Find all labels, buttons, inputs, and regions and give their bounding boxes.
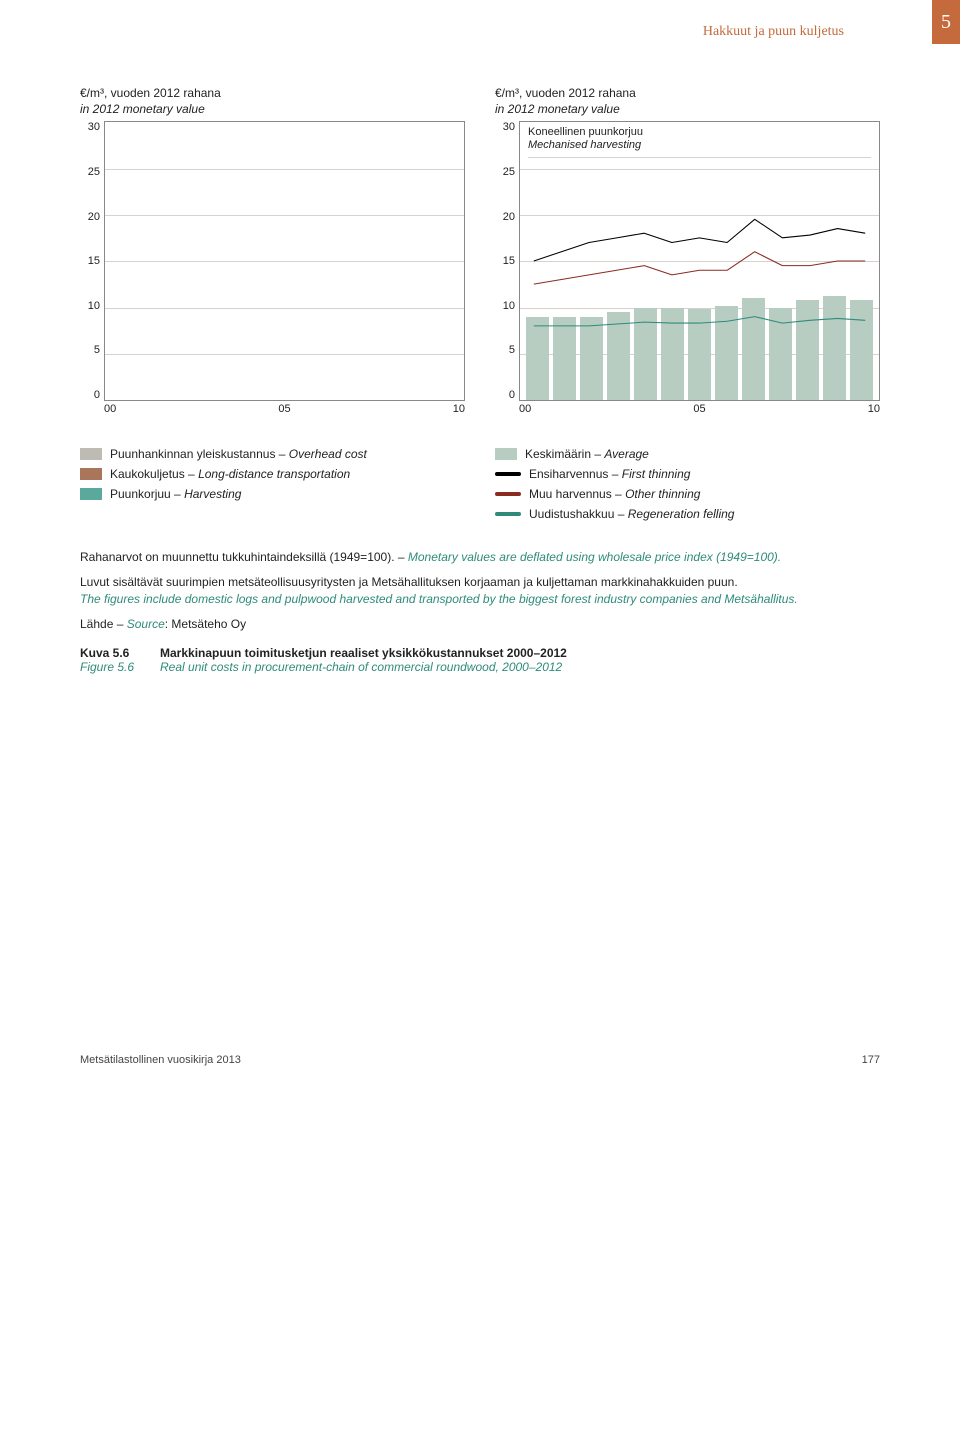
legend-label: Puunhankinnan yleiskustannus – Overhead … <box>110 445 367 463</box>
legend-label: Ensiharvennus – First thinning <box>529 465 690 483</box>
left-chart-x-axis: 00 05 10 <box>104 403 465 415</box>
x-tick-label: 10 <box>453 403 465 415</box>
right-chart-title: €/m³, vuoden 2012 rahana in 2012 monetar… <box>495 86 880 117</box>
y-tick-label: 10 <box>88 300 104 312</box>
legend-line <box>495 472 521 476</box>
y-tick-label: 10 <box>503 300 519 312</box>
y-tick-label: 30 <box>503 121 519 133</box>
y-tick-label: 5 <box>94 344 104 356</box>
legend-swatch <box>495 448 517 460</box>
legend-item: Puunkorjuu – Harvesting <box>80 485 465 503</box>
y-tick-label: 15 <box>88 255 104 267</box>
left-chart-y-axis: 30 25 20 15 10 5 0 <box>80 121 104 401</box>
y-tick-label: 0 <box>94 389 104 401</box>
left-chart-title: €/m³, vuoden 2012 rahana in 2012 monetar… <box>80 86 465 117</box>
legend-label: Keskimäärin – Average <box>525 445 649 463</box>
left-chart: €/m³, vuoden 2012 rahana in 2012 monetar… <box>80 86 465 525</box>
page-footer: Metsätilastollinen vuosikirja 2013 177 <box>80 1054 880 1066</box>
y-tick-label: 25 <box>88 166 104 178</box>
right-chart-y-axis: 30 25 20 15 10 5 0 <box>495 121 519 401</box>
x-tick-label: 00 <box>519 403 531 415</box>
y-tick-label: 5 <box>509 344 519 356</box>
right-chart-legend: Keskimäärin – Average Ensiharvennus – Fir… <box>495 445 880 523</box>
legend-swatch <box>80 448 102 460</box>
y-tick-label: 20 <box>88 211 104 223</box>
legend-item: Ensiharvennus – First thinning <box>495 465 880 483</box>
right-chart-x-axis: 00 05 10 <box>519 403 880 415</box>
x-tick-label: 05 <box>278 403 290 415</box>
figure-title: Kuva 5.6 Markkinapuun toimitusketjun rea… <box>80 646 880 674</box>
legend-item: Keskimäärin – Average <box>495 445 880 463</box>
right-chart-plot: Koneellinen puunkorjuu Mechanised harves… <box>519 121 880 401</box>
legend-swatch <box>80 468 102 480</box>
series-line-first <box>534 252 865 284</box>
legend-item: Muu harvennus – Other thinning <box>495 485 880 503</box>
legend-swatch <box>80 488 102 500</box>
y-tick-label: 0 <box>509 389 519 401</box>
chapter-number: 5 <box>932 0 960 44</box>
figure-notes: Rahanarvot on muunnettu tukkuhintaindeks… <box>80 549 880 632</box>
y-tick-label: 20 <box>503 211 519 223</box>
footer-right: 177 <box>862 1054 880 1066</box>
series-line-regen <box>534 219 865 261</box>
legend-label: Puunkorjuu – Harvesting <box>110 485 241 503</box>
right-chart: €/m³, vuoden 2012 rahana in 2012 monetar… <box>495 86 880 525</box>
legend-line <box>495 492 521 496</box>
footer-left: Metsätilastollinen vuosikirja 2013 <box>80 1054 241 1066</box>
x-tick-label: 05 <box>693 403 705 415</box>
left-chart-plot <box>104 121 465 401</box>
left-chart-legend: Puunhankinnan yleiskustannus – Overhead … <box>80 445 465 503</box>
series-line-other <box>534 317 865 326</box>
y-tick-label: 15 <box>503 255 519 267</box>
legend-item: Uudistushakkuu – Regeneration felling <box>495 505 880 523</box>
legend-item: Kaukokuljetus – Long-distance transporta… <box>80 465 465 483</box>
y-tick-label: 30 <box>88 121 104 133</box>
chapter-title: Hakkuut ja puun kuljetus <box>703 24 844 40</box>
legend-item: Puunhankinnan yleiskustannus – Overhead … <box>80 445 465 463</box>
legend-label: Uudistushakkuu – Regeneration felling <box>529 505 734 523</box>
x-tick-label: 00 <box>104 403 116 415</box>
x-tick-label: 10 <box>868 403 880 415</box>
legend-line <box>495 512 521 516</box>
legend-label: Kaukokuljetus – Long-distance transporta… <box>110 465 350 483</box>
y-tick-label: 25 <box>503 166 519 178</box>
legend-label: Muu harvennus – Other thinning <box>529 485 700 503</box>
page-header: Hakkuut ja puun kuljetus 5 <box>80 30 880 74</box>
